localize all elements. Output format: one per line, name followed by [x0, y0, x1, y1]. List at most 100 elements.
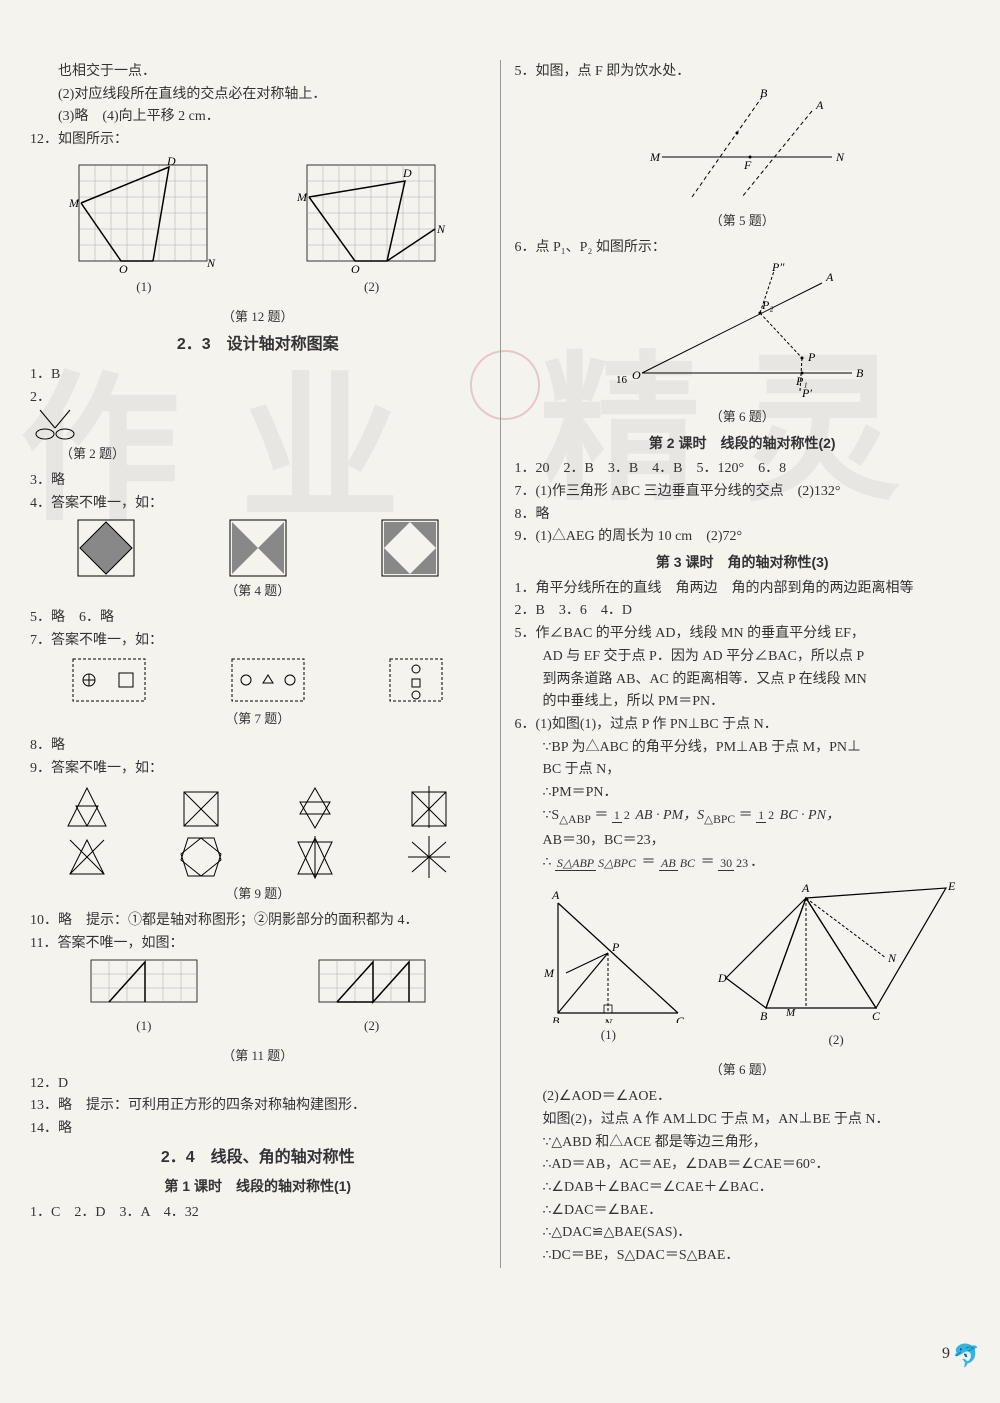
- l6-2f: ∴∠DAC＝∠BAE．: [515, 1200, 971, 1222]
- column-divider: [500, 60, 501, 1268]
- q9-shape: [404, 784, 454, 830]
- lesson-1-title: 第 1 课时 线段的轴对称性(1): [30, 1176, 486, 1198]
- svg-text:16: 16: [616, 374, 628, 386]
- figure-9-row2: [30, 834, 486, 880]
- frac-den: BC: [678, 856, 697, 870]
- dolphin-icon: 🐬: [953, 1343, 980, 1369]
- lesson-3-title: 第 3 课时 角的轴对称性(3): [515, 552, 971, 574]
- l3-6c: BC 于点 N，: [515, 759, 971, 781]
- sub: (2): [829, 1030, 844, 1050]
- svg-text:O: O: [119, 262, 128, 275]
- q2-figure: [30, 408, 80, 442]
- left-column: 也相交于一点． (2)对应线段所在直线的交点必在对称轴上． (3)略 (4)向上…: [30, 60, 486, 1268]
- q3: 3．略: [30, 470, 486, 492]
- sub: (1): [601, 1025, 616, 1045]
- text: ＝: [642, 855, 656, 870]
- q9-shape: [176, 834, 226, 880]
- figure-6: O B A P P₂ P″ P₁ P′ 16: [515, 263, 971, 403]
- sub-label: (2): [364, 277, 379, 297]
- svg-text:D: D: [166, 155, 176, 168]
- fig6b-caption: （第 6 题）: [515, 1060, 971, 1080]
- q2-label: 2．: [30, 390, 51, 405]
- frac-num: 1: [612, 808, 622, 823]
- section-2-3-title: 2．3 设计轴对称图案: [30, 333, 486, 358]
- frac-den: S△BPC: [596, 856, 638, 870]
- figure-9-row1: [30, 784, 486, 830]
- fig6-caption: （第 6 题）: [515, 407, 971, 427]
- q9-caption: （第 9 题）: [30, 884, 486, 904]
- l3-5c: 到两条道路 AB、AC 的距离相等．又点 P 在线段 MN: [515, 669, 971, 691]
- svg-text:C: C: [676, 1014, 685, 1023]
- svg-text:M: M: [69, 196, 80, 210]
- svg-text:A: A: [815, 98, 824, 112]
- svg-text:N: N: [603, 1016, 613, 1023]
- sub: (1): [136, 1016, 151, 1036]
- svg-text:D: D: [717, 971, 727, 985]
- q5-6: 5．略 6．略: [30, 607, 486, 629]
- figure-6b: A P M B N C (1) A E D: [515, 878, 971, 1056]
- q9-shape: [404, 834, 454, 880]
- figure-12: M D O N (1): [30, 155, 486, 303]
- l6-2h: ∴DC＝BE，S△DAC＝S△BAE．: [515, 1245, 971, 1267]
- svg-text:E: E: [947, 879, 956, 893]
- l6-2b: 如图(2)，过点 A 作 AM⊥DC 于点 M，AN⊥BE 于点 N．: [515, 1109, 971, 1131]
- q12-label: 12．如图所示：: [30, 129, 486, 151]
- q11-label: 11．答案不唯一，如图：: [30, 933, 486, 955]
- subscript: △BPC: [704, 812, 735, 825]
- r-q6: 6．点 P₁、P₂ 如图所示：: [515, 237, 971, 259]
- svg-text:N: N: [887, 951, 897, 965]
- sub: (2): [364, 1016, 379, 1036]
- l3-5a: 5．作∠BAC 的平分线 AD，线段 MN 的垂直平分线 EF，: [515, 623, 971, 645]
- q9-shape: [62, 784, 112, 830]
- sub-label: (1): [136, 277, 151, 297]
- svg-text:C: C: [872, 1009, 881, 1023]
- frac-num: S△ABP: [555, 856, 596, 871]
- fig6b-2: A E D M N B C: [716, 878, 956, 1028]
- svg-text:O: O: [632, 368, 641, 382]
- q11-grid: [317, 958, 427, 1014]
- svg-text:F: F: [743, 158, 752, 172]
- svg-text:A: A: [801, 881, 810, 895]
- svg-text:P″: P″: [771, 263, 785, 274]
- q9-label: 9．答案不唯一，如：: [30, 758, 486, 780]
- text: ∴: [543, 855, 552, 870]
- svg-text:D: D: [402, 166, 412, 180]
- fig5-caption: （第 5 题）: [515, 211, 971, 231]
- svg-text:O: O: [351, 262, 360, 275]
- l3-6g: ∴ S△ABPS△BPC ＝ ABBC ＝ 3023．: [515, 852, 971, 874]
- text: ＝: [594, 808, 608, 823]
- page-number: 9: [942, 1345, 950, 1363]
- q13: 13．略 提示：可利用正方形的四条对称轴构建图形．: [30, 1095, 486, 1117]
- l3-5b: AD 与 EF 交于点 P．因为 AD 平分∠BAC，所以点 P: [515, 646, 971, 668]
- q7-shape: [228, 655, 308, 705]
- frac-den: 23: [734, 856, 750, 870]
- q9-shape: [290, 834, 340, 880]
- q7-label: 7．答案不唯一，如：: [30, 630, 486, 652]
- q9-shape: [290, 784, 340, 830]
- l6-2d: ∴AD＝AB，AC＝AE，∠DAB＝∠CAE＝60°．: [515, 1154, 971, 1176]
- svg-text:P′: P′: [801, 386, 812, 400]
- svg-text:P: P: [611, 940, 620, 954]
- l3-6a: 6．(1)如图(1)，过点 P 作 PN⊥BC 于点 N．: [515, 714, 971, 736]
- svg-text:B: B: [760, 87, 768, 100]
- svg-text:N: N: [835, 150, 845, 164]
- l2-4: 9．(1)△AEG 的周长为 10 cm (2)72°: [515, 526, 971, 548]
- svg-text:M: M: [785, 1007, 796, 1019]
- l3-6f: AB＝30，BC＝23，: [515, 830, 971, 852]
- svg-text:B: B: [552, 1014, 560, 1023]
- svg-text:A: A: [825, 270, 834, 284]
- l3-6e: ∵S△ABP ＝ 12 AB · PM，S△BPC ＝ 12 BC · PN，: [515, 805, 971, 829]
- svg-text:M: M: [543, 966, 555, 980]
- q12b: 12．D: [30, 1073, 486, 1095]
- q2: 2．: [30, 387, 486, 443]
- subscript: △ABP: [559, 812, 591, 825]
- text: (2)对应线段所在直线的交点必在对称轴上．: [30, 84, 486, 106]
- q10: 10．略 提示：①都是轴对称图形；②阴影部分的面积都为 4．: [30, 910, 486, 932]
- fig6-svg: O B A P P₂ P″ P₁ P′ 16: [612, 263, 872, 403]
- l3-6d: ∴PM＝PN．: [515, 782, 971, 804]
- l3-2: 2．B 3．6 4．D: [515, 600, 971, 622]
- q9-shape: [62, 834, 112, 880]
- right-column: 5．如图，点 F 即为饮水处． M N B A F （第 5 题） 6．点 P₁…: [515, 60, 971, 1268]
- page-content: 也相交于一点． (2)对应线段所在直线的交点必在对称轴上． (3)略 (4)向上…: [0, 0, 1000, 1298]
- q7-shape: [69, 655, 149, 705]
